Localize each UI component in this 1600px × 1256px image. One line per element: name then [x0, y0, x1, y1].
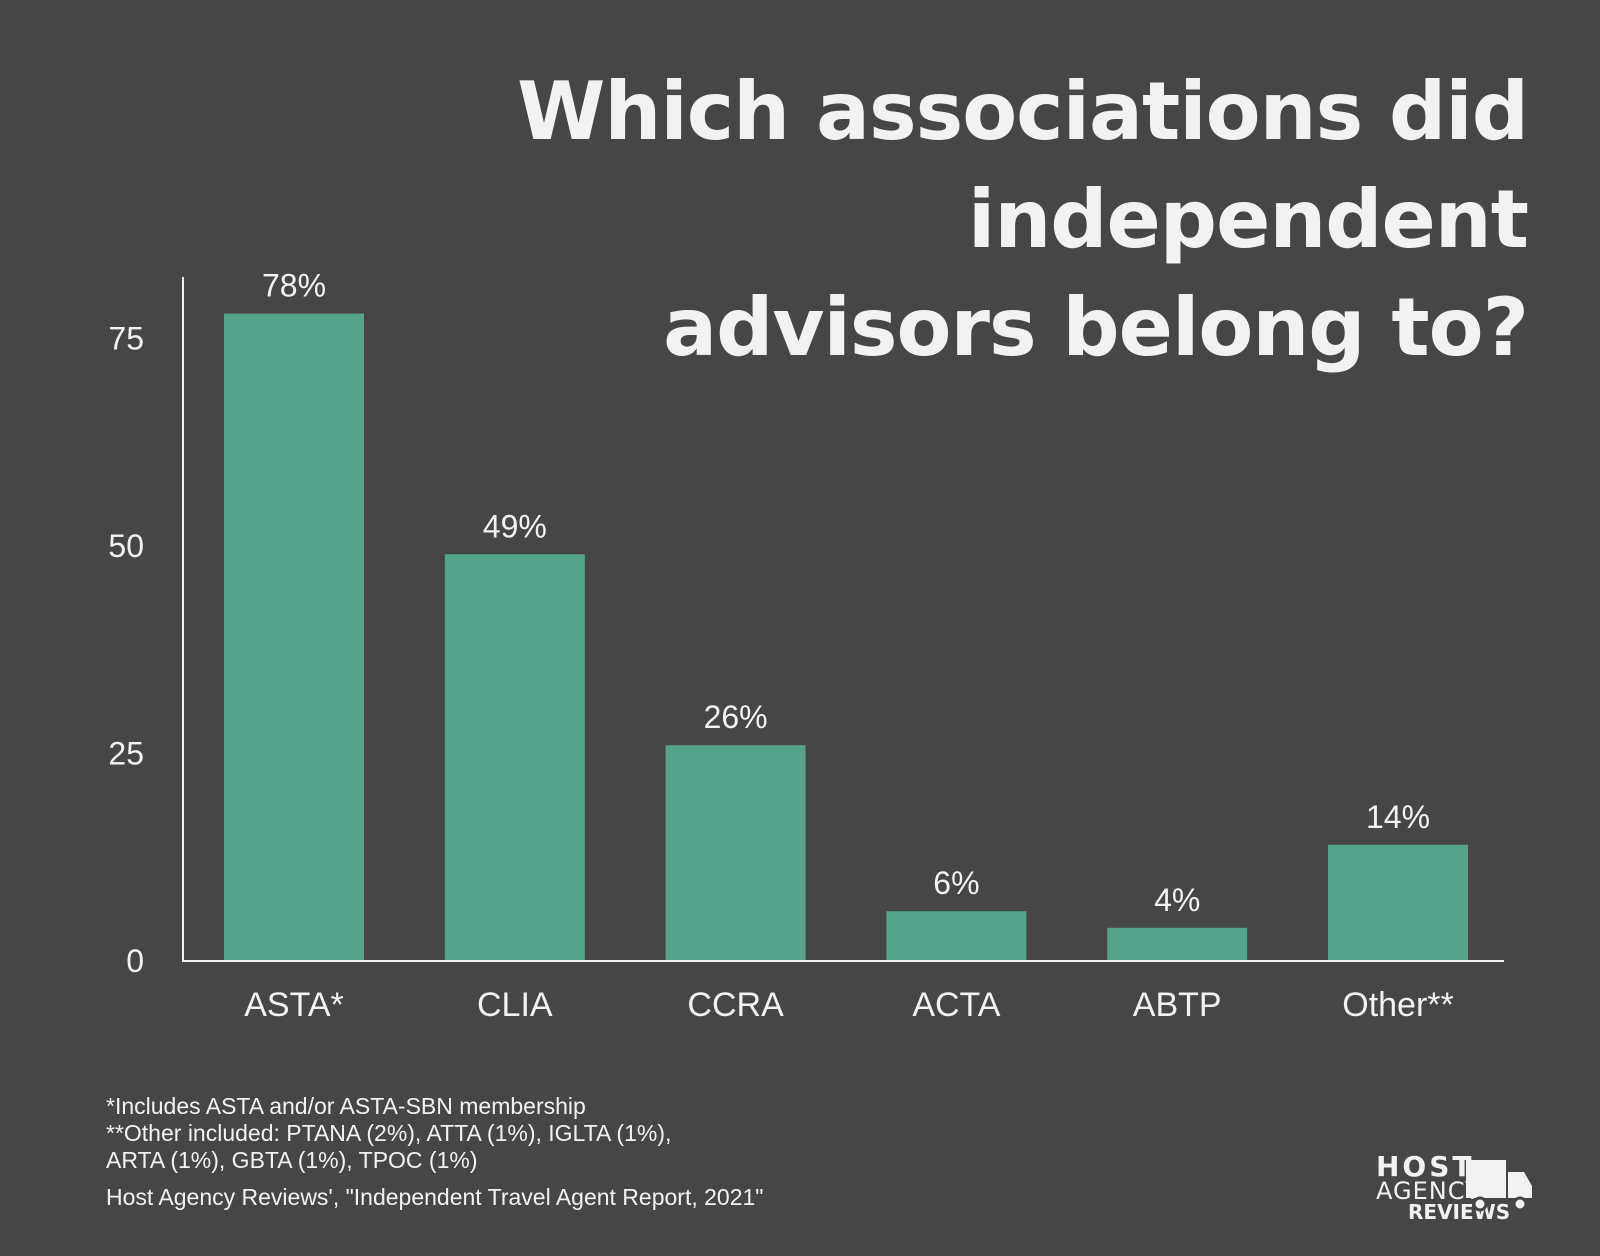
- chart-title-line-2: advisors belong to?: [663, 281, 1529, 374]
- bar-value-label: 6%: [933, 865, 979, 901]
- logo-text-agency: AGENCY: [1376, 1177, 1481, 1205]
- category-label: Other**: [1342, 986, 1454, 1024]
- host-agency-reviews-logo: HOST AGENCY REVIEWS: [1376, 1152, 1536, 1226]
- logo-text-host: HOST: [1376, 1150, 1475, 1183]
- bar-chart: 0 25 50 75 78% 49% 26% 6% 4% 14% ASTA* CLIA CCRA AC…: [108, 268, 1504, 1024]
- category-label: ASTA*: [244, 986, 344, 1024]
- footnote-other-1: **Other included: PTANA (2%), ATTA (1%),…: [106, 1120, 672, 1146]
- source-note: Host Agency Reviews', "Independent Trave…: [106, 1184, 764, 1210]
- category-label: ABTP: [1133, 986, 1222, 1024]
- y-tick-label: 0: [126, 943, 144, 979]
- bar-4: [1107, 927, 1248, 961]
- bar-1: [444, 554, 585, 961]
- truck-icon: [1466, 1160, 1532, 1212]
- category-label: CCRA: [687, 986, 784, 1024]
- bar-value-label: 26%: [704, 699, 768, 735]
- bar-value-label: 49%: [483, 508, 547, 544]
- y-tick-label: 50: [108, 528, 144, 564]
- bar-5: [1328, 844, 1468, 961]
- category-label: CLIA: [477, 986, 553, 1024]
- y-tick-label: 75: [108, 321, 144, 357]
- bar-value-label: 4%: [1154, 882, 1200, 918]
- y-axis-ticks: 0 25 50 75: [108, 321, 144, 980]
- bar-value-label: 78%: [262, 268, 326, 304]
- chart-title-line-1: Which associations did independent: [517, 65, 1529, 266]
- footnote-other-2: ARTA (1%), GBTA (1%), TPOC (1%): [106, 1147, 478, 1173]
- value-labels: 78% 49% 26% 6% 4% 14%: [262, 268, 1430, 918]
- footnote-asta: *Includes ASTA and/or ASTA-SBN membershi…: [106, 1093, 586, 1119]
- bar-0: [224, 313, 364, 962]
- bars: [224, 313, 1468, 962]
- bar-3: [886, 911, 1027, 961]
- bar-value-label: 14%: [1366, 799, 1430, 835]
- bar-2: [665, 745, 806, 961]
- chart-title: Which associations did independent advis…: [48, 58, 1529, 382]
- footnotes: *Includes ASTA and/or ASTA-SBN membershi…: [106, 1093, 763, 1211]
- y-tick-label: 25: [108, 736, 144, 772]
- category-label: ACTA: [912, 986, 1000, 1024]
- category-labels: ASTA* CLIA CCRA ACTA ABTP Other**: [244, 986, 1454, 1024]
